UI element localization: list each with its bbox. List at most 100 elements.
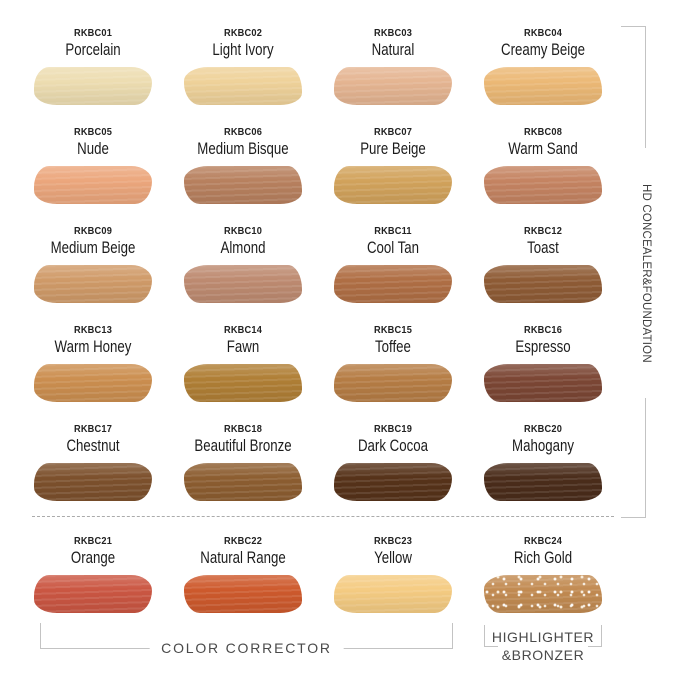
- shade-swatch: [34, 166, 152, 204]
- shade-cell: RKBC18 Beautiful Bronze: [168, 422, 318, 521]
- shade-code: RKBC20: [523, 423, 563, 435]
- shade-cell: RKBC02 Light Ivory: [168, 26, 318, 125]
- shade-cell: RKBC23 Yellow: [318, 534, 468, 633]
- color-corrector-bracket: COLOR CORRECTOR: [40, 623, 453, 656]
- shade-cell: RKBC17 Chestnut: [18, 422, 168, 521]
- shade-cell: RKBC14 Fawn: [168, 323, 318, 422]
- shade-cell: RKBC24 Rich Gold: [468, 534, 618, 633]
- swatch-grid-bottom: RKBC21 Orange RKBC22 Natural Range RKBC2…: [18, 534, 618, 633]
- shade-swatch: [484, 364, 602, 402]
- shade-name: Pure Beige: [360, 139, 426, 158]
- shade-name: Toast: [527, 238, 559, 257]
- shade-code: RKBC08: [523, 126, 563, 138]
- shade-name: Toffee: [375, 337, 411, 356]
- shade-swatch: [334, 364, 452, 402]
- shade-cell: RKBC11 Cool Tan: [318, 224, 468, 323]
- shade-code: RKBC02: [223, 27, 263, 39]
- shade-swatch: [484, 166, 602, 204]
- shade-swatch: [334, 166, 452, 204]
- shade-swatch: [334, 67, 452, 105]
- shade-name: Beautiful Bronze: [194, 436, 292, 455]
- shade-swatch: [184, 265, 302, 303]
- shade-name: Porcelain: [65, 40, 121, 59]
- shade-code: RKBC17: [73, 423, 113, 435]
- shade-code: RKBC11: [374, 225, 412, 237]
- swatch-grid-main: RKBC01 Porcelain RKBC02 Light Ivory RKBC…: [18, 26, 618, 521]
- shade-name: Espresso: [515, 337, 571, 356]
- shade-swatch: [34, 67, 152, 105]
- shade-cell: RKBC19 Dark Cocoa: [318, 422, 468, 521]
- shade-swatch: [184, 166, 302, 204]
- shade-cell: RKBC01 Porcelain: [18, 26, 168, 125]
- shade-cell: RKBC10 Almond: [168, 224, 318, 323]
- shade-name: Warm Honey: [54, 337, 132, 356]
- shade-code: RKBC19: [373, 423, 413, 435]
- shade-name: Cool Tan: [366, 238, 420, 257]
- shade-code: RKBC05: [73, 126, 113, 138]
- shade-cell: RKBC05 Nude: [18, 125, 168, 224]
- shade-swatch: [484, 463, 602, 501]
- shade-name: Orange: [70, 548, 116, 567]
- shade-swatch: [184, 364, 302, 402]
- highlighter-bronzer-label-line2: &BRONZER: [501, 646, 585, 663]
- highlighter-bracket-left: [484, 625, 498, 647]
- shade-code: RKBC03: [373, 27, 413, 39]
- highlighter-bronzer-label: HIGHLIGHTER &BRONZER: [481, 629, 605, 664]
- shade-code: RKBC16: [523, 324, 563, 336]
- shade-name: Warm Sand: [508, 139, 578, 158]
- highlighter-bracket-right: [588, 625, 602, 647]
- shade-swatch: [334, 575, 452, 613]
- shade-swatch: [334, 265, 452, 303]
- shade-cell: RKBC16 Espresso: [468, 323, 618, 422]
- shade-cell: RKBC13 Warm Honey: [18, 323, 168, 422]
- shade-name: Yellow: [374, 548, 412, 567]
- hd-foundation-label: HD CONCEALER&FOUNDATION: [633, 148, 659, 398]
- shade-swatch: [34, 265, 152, 303]
- shade-name: Almond: [220, 238, 266, 257]
- shade-name: Medium Bisque: [197, 139, 289, 158]
- shade-code: RKBC14: [223, 324, 263, 336]
- highlighter-bronzer-label-line1: HIGHLIGHTER: [491, 629, 595, 645]
- shade-code: RKBC13: [73, 324, 113, 336]
- shade-swatch: [484, 67, 602, 105]
- category-divider: [32, 516, 614, 517]
- shade-swatch: [184, 575, 302, 613]
- shade-cell: RKBC09 Medium Beige: [18, 224, 168, 323]
- shade-code: RKBC01: [73, 27, 113, 39]
- shade-code: RKBC21: [73, 535, 113, 547]
- shade-name: Dark Cocoa: [357, 436, 429, 455]
- shade-swatch: [34, 463, 152, 501]
- shade-name: Light Ivory: [212, 40, 274, 59]
- shade-code: RKBC07: [373, 126, 413, 138]
- shade-cell: RKBC12 Toast: [468, 224, 618, 323]
- shade-swatch: [184, 67, 302, 105]
- shade-cell: RKBC06 Medium Bisque: [168, 125, 318, 224]
- color-corrector-label: COLOR CORRECTOR: [149, 640, 344, 656]
- shade-cell: RKBC20 Mahogany: [468, 422, 618, 521]
- shade-code: RKBC12: [523, 225, 563, 237]
- shade-swatch: [184, 463, 302, 501]
- shade-code: RKBC04: [523, 27, 563, 39]
- shade-cell: RKBC04 Creamy Beige: [468, 26, 618, 125]
- shade-name: Creamy Beige: [500, 40, 586, 59]
- shade-code: RKBC22: [223, 535, 263, 547]
- shade-name: Medium Beige: [50, 238, 136, 257]
- shade-cell: RKBC22 Natural Range: [168, 534, 318, 633]
- shade-name: Mahogany: [512, 436, 574, 455]
- shade-swatch: [484, 575, 602, 613]
- shade-name: Natural Range: [200, 548, 286, 567]
- shade-code: RKBC09: [73, 225, 113, 237]
- shade-cell: RKBC08 Warm Sand: [468, 125, 618, 224]
- shade-code: RKBC24: [523, 535, 563, 547]
- shade-name: Natural: [371, 40, 415, 59]
- shade-cell: RKBC15 Toffee: [318, 323, 468, 422]
- shade-swatch: [334, 463, 452, 501]
- shade-cell: RKBC21 Orange: [18, 534, 168, 633]
- shade-code: RKBC10: [223, 225, 263, 237]
- shade-swatch: [34, 364, 152, 402]
- shade-code: RKBC23: [373, 535, 413, 547]
- shade-cell: RKBC07 Pure Beige: [318, 125, 468, 224]
- shade-code: RKBC18: [223, 423, 263, 435]
- shade-cell: RKBC03 Natural: [318, 26, 468, 125]
